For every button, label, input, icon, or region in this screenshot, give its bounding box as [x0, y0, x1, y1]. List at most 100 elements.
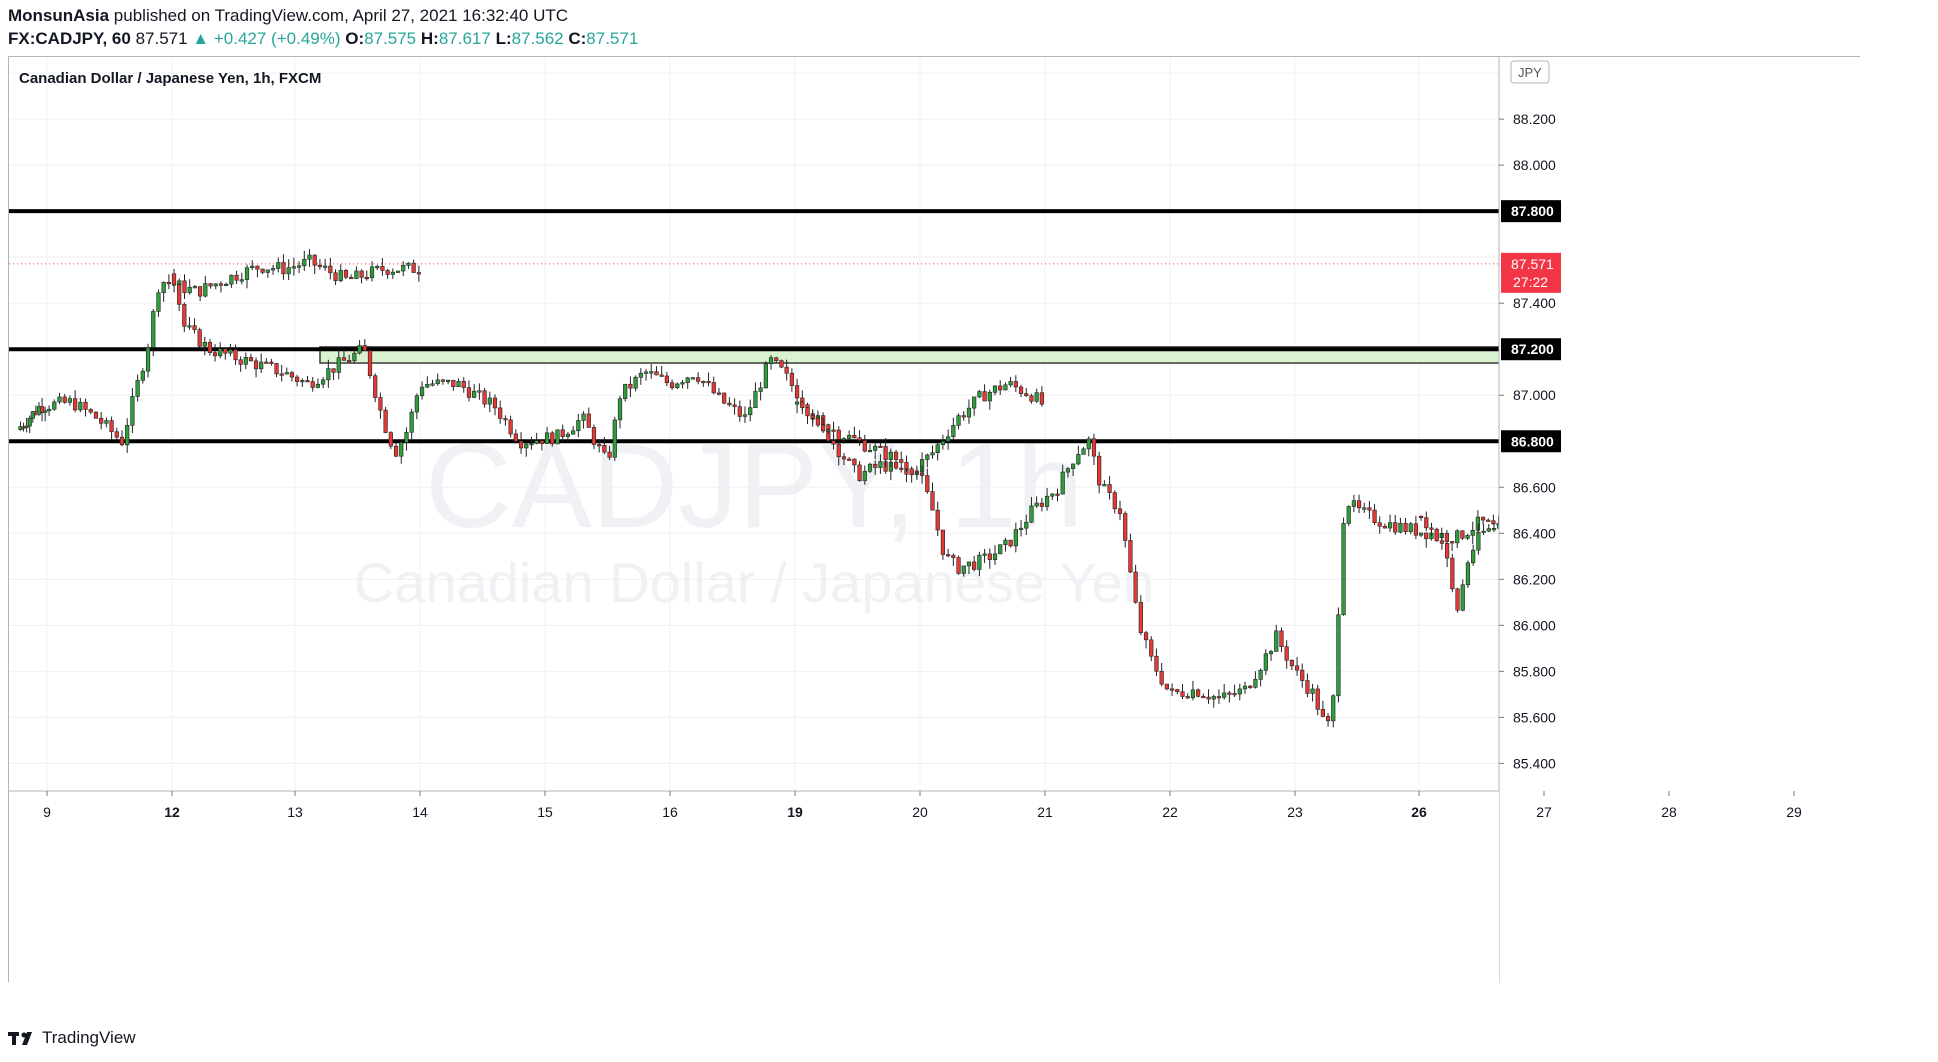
candle-body	[1408, 523, 1413, 533]
candle-body	[831, 440, 836, 445]
candle-body	[1164, 683, 1169, 690]
candle-body	[1346, 506, 1351, 524]
candle-body	[279, 373, 284, 376]
candle-body	[451, 379, 456, 388]
candle-body	[119, 436, 125, 446]
symbol-label[interactable]: FX:CADJPY, 60	[8, 29, 131, 48]
candle-body	[367, 350, 373, 377]
candle-body	[1076, 454, 1081, 465]
candle-body	[1013, 381, 1018, 388]
x-tick-label: 15	[537, 804, 553, 820]
candle-body	[935, 444, 940, 453]
candle-body	[182, 280, 187, 293]
candle-body	[841, 438, 847, 441]
candle-body	[1480, 516, 1486, 521]
candle-body	[992, 553, 998, 560]
candle-body	[1112, 492, 1117, 510]
candle-body	[1237, 688, 1242, 695]
level-price-label-bg	[1501, 338, 1561, 361]
candle-body	[1003, 539, 1008, 545]
candle-body	[1003, 384, 1008, 391]
candle-body	[223, 348, 228, 354]
up-arrow-icon: ▲	[192, 29, 210, 48]
candle-body	[349, 276, 354, 280]
candle-body	[571, 430, 576, 435]
currency-label: JPY	[1518, 65, 1542, 80]
candle-body	[768, 357, 774, 364]
candle-body	[1263, 653, 1268, 671]
candle-body	[529, 443, 534, 446]
candle-body	[109, 420, 114, 433]
candle-body	[1138, 602, 1143, 633]
candle-body	[669, 382, 675, 388]
x-tick-label: 27	[1536, 804, 1552, 820]
candle-body	[1351, 500, 1356, 507]
candle-body	[388, 432, 393, 447]
level-price-label: 87.800	[1511, 203, 1554, 219]
y-tick-label: 87.000	[1513, 387, 1556, 403]
candle-body	[659, 374, 664, 377]
candle-body	[925, 475, 930, 492]
candle-body	[395, 270, 401, 273]
candle-body	[836, 429, 841, 440]
candle-body	[406, 262, 411, 266]
candle-body	[576, 420, 581, 432]
candle-body	[1149, 639, 1154, 657]
candle-body	[208, 283, 213, 287]
candle-body	[867, 463, 873, 472]
candle-body	[357, 345, 362, 354]
candle-body	[43, 410, 48, 413]
candle-body	[737, 406, 742, 417]
candle-body	[1133, 571, 1138, 603]
candle-body	[1387, 522, 1393, 529]
candle-body	[716, 392, 722, 395]
candle-body	[633, 376, 638, 389]
candle-body	[1018, 527, 1024, 530]
candle-body	[617, 398, 623, 421]
chart-container[interactable]: CADJPY, 1h Canadian Dollar / Japanese Yen…	[8, 56, 1861, 983]
candle-body	[83, 401, 88, 410]
candle-body	[1018, 386, 1024, 394]
candle-body	[373, 375, 378, 398]
candle-body	[1123, 513, 1128, 541]
candle-body	[1424, 517, 1429, 529]
candle-body	[1029, 395, 1034, 402]
candle-body	[1300, 669, 1305, 681]
x-tick-label: 26	[1411, 804, 1427, 820]
candle-body	[878, 445, 883, 448]
candle-body	[46, 408, 52, 412]
candle-body	[224, 283, 229, 286]
candle-body	[946, 436, 951, 442]
candle-body	[1289, 659, 1294, 667]
candle-body	[1470, 529, 1475, 536]
candle-body	[602, 445, 607, 453]
footer-brand[interactable]: TradingView	[42, 1028, 136, 1047]
candle-body	[779, 360, 784, 368]
candle-body	[503, 418, 508, 421]
candle-body	[722, 392, 727, 404]
candle-body	[352, 352, 357, 362]
candle-body	[873, 463, 878, 468]
watermark-name: Canadian Dollar / Japanese Yen	[354, 551, 1154, 614]
y-tick-label: 86.400	[1513, 525, 1556, 541]
candle-body	[1222, 692, 1227, 698]
candle-body	[1429, 527, 1434, 530]
candle-body	[925, 454, 930, 460]
candle-body	[338, 270, 343, 282]
candle-body	[321, 379, 326, 385]
candle-body	[487, 397, 492, 405]
candle-body	[550, 432, 555, 445]
candle-body	[581, 413, 586, 421]
candle-body	[794, 401, 800, 405]
candle-body	[307, 254, 312, 260]
candle-body	[966, 561, 972, 567]
candle-body	[951, 425, 956, 438]
candle-body	[1055, 493, 1060, 496]
x-tick-label: 14	[412, 804, 428, 820]
candle-body	[1242, 685, 1248, 690]
candle-body	[1491, 528, 1497, 531]
last-price-label-bg	[1501, 252, 1561, 293]
author-name[interactable]: MonsunAsia	[8, 6, 110, 25]
candle-body	[1097, 455, 1102, 486]
